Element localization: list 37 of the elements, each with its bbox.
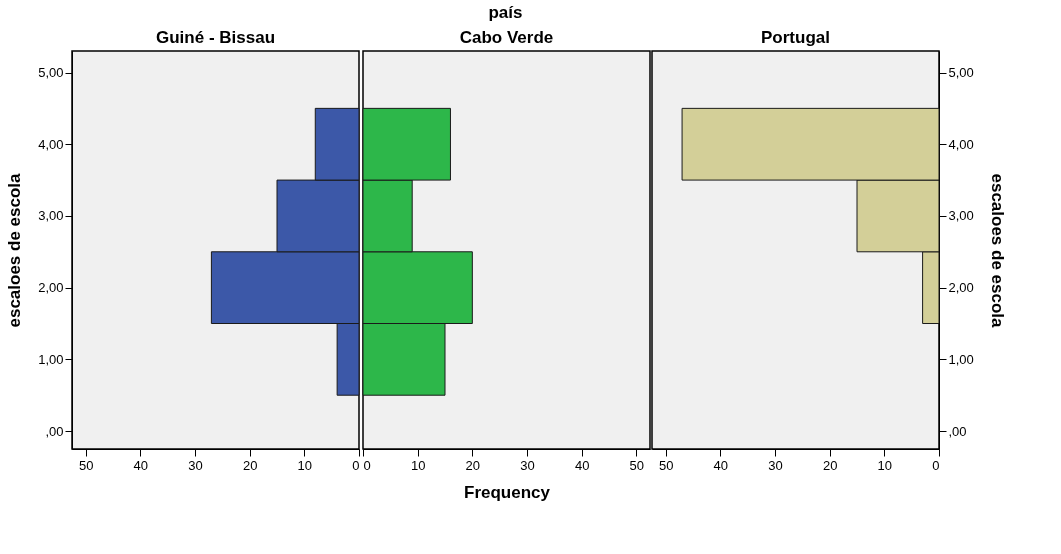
x-tick-label: 40 <box>133 457 149 473</box>
x-tick-label: 30 <box>768 457 783 473</box>
x-tick-label: 10 <box>297 457 313 473</box>
x-tick-label: 0 <box>932 457 940 473</box>
x-tick-label: 30 <box>188 457 203 473</box>
y-tick-label: 3,00 <box>38 208 64 224</box>
y-tick-label: 1,00 <box>948 351 974 367</box>
x-tick-label: 40 <box>713 457 729 473</box>
x-tick-label: 20 <box>242 457 258 473</box>
x-tick-label: 20 <box>822 457 838 473</box>
text: país <box>488 3 523 23</box>
x-tick-label: 50 <box>629 457 645 473</box>
y-tick-label: 5,00 <box>948 65 974 81</box>
chart-title: Portugal <box>761 28 830 47</box>
x-tick-label: 30 <box>520 457 535 473</box>
chart-title: Cabo Verde <box>459 28 554 47</box>
y-tick-label: ,00 <box>948 423 967 439</box>
x-tick-label: 20 <box>465 457 481 473</box>
y-axis-title: escaloes de escola <box>987 173 1007 329</box>
x-tick-label: 0 <box>363 457 371 473</box>
y-tick-label: 4,00 <box>948 136 974 152</box>
y-tick-label: 3,00 <box>948 208 974 224</box>
y-tick-label: 2,00 <box>948 280 974 296</box>
y-tick-label: 5,00 <box>38 65 64 81</box>
y-axis-title: escaloes de escola <box>5 172 25 328</box>
y-tick-label: 2,00 <box>38 280 64 296</box>
y-tick-label: 4,00 <box>38 136 64 152</box>
x-tick-label: 50 <box>78 457 94 473</box>
chart-title: Guiné - Bissau <box>155 28 276 47</box>
x-tick-label: 10 <box>877 457 893 473</box>
x-axis-title: Frequency <box>464 482 551 502</box>
x-tick-label: 40 <box>574 457 590 473</box>
x-tick-label: 0 <box>352 457 360 473</box>
y-tick-label: ,00 <box>45 423 64 439</box>
y-tick-label: 1,00 <box>38 351 64 367</box>
x-tick-label: 10 <box>410 457 426 473</box>
x-tick-label: 50 <box>658 457 674 473</box>
